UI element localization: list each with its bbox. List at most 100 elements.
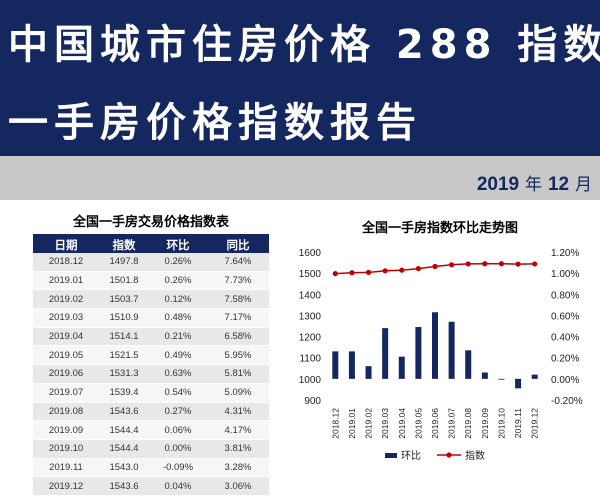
report-title-line1: 中国城市住房价格 288 指数 (8, 22, 600, 68)
cell-index: 1544.4 (99, 420, 149, 440)
bar-mom (432, 312, 438, 379)
cell-yoy: 3.06% (207, 476, 269, 496)
right-axis-tick-label: 0.40% (551, 333, 579, 344)
date-bar (0, 156, 600, 200)
cell-date: 2019.03 (33, 308, 99, 328)
cell-index: 1543.6 (99, 402, 149, 422)
cell-mom: 0.04% (149, 476, 207, 496)
x-axis-tick-label: 2019.06 (430, 408, 440, 439)
table-row: 2019.07 1539.4 0.54% 5.09% (33, 383, 269, 403)
cell-date: 2019.10 (33, 439, 99, 459)
cell-index: 1543.0 (99, 458, 149, 478)
cell-mom: -0.09% (149, 458, 207, 478)
cell-mom: 0.21% (149, 327, 207, 347)
index-point (432, 263, 438, 270)
cell-yoy: 5.09% (207, 383, 269, 403)
index-point (365, 269, 372, 275)
left-axis-tick-label: 1200 (299, 333, 322, 344)
table-row: 2018.12 1497.8 0.26% 7.64% (33, 253, 269, 272)
left-axis-tick-label: 1600 (299, 248, 322, 259)
bar-mom (498, 378, 505, 380)
table-row: 2019.02 1503.7 0.12% 7.58% (33, 289, 269, 310)
x-axis-tick-label: 2019.01 (347, 408, 357, 439)
legend-swatch-index-marker (446, 452, 452, 458)
cell-mom: 0.27% (149, 402, 207, 422)
col-header-date: 日期 (33, 236, 99, 253)
x-axis-tick-label: 2019.10 (496, 408, 506, 439)
bar-mom (398, 356, 405, 379)
bar-mom (332, 351, 339, 379)
col-header-index: 指数 (99, 236, 149, 253)
cell-date: 2019.01 (33, 271, 99, 291)
index-point (482, 261, 488, 267)
cell-mom: 0.26% (149, 253, 207, 272)
header-banner: 中国城市住房价格 288 指数 一手房价格指数报告 (0, 0, 600, 156)
table-row: 2019.11 1543.0 -0.09% 3.28% (33, 458, 269, 478)
index-point (515, 261, 521, 267)
report-date: 2019 年 12 月 (477, 170, 592, 196)
cell-index: 1510.9 (99, 308, 149, 328)
cell-yoy: 7.58% (207, 289, 269, 310)
cell-index: 1501.8 (99, 271, 149, 291)
col-header-yoy: 同比 (207, 236, 269, 253)
price-index-table: 日期 指数 环比 同比 2018.12 1497.8 0.26% 7.64% 2019.… (33, 236, 269, 496)
bar-mom (415, 327, 422, 379)
cell-mom: 0.63% (149, 364, 207, 384)
table-row: 2019.10 1544.4 0.00% 3.81% (33, 439, 269, 459)
cell-yoy: 3.81% (207, 439, 269, 459)
index-point (332, 271, 338, 277)
table-row: 2019.03 1510.9 0.48% 7.17% (33, 308, 269, 328)
index-point (349, 270, 355, 276)
x-axis-tick-label: 2019.12 (530, 408, 540, 439)
index-point (415, 265, 421, 272)
x-axis-tick-label: 2019.02 (364, 408, 374, 439)
right-axis-tick-label: 1.20% (551, 248, 579, 259)
left-axis-tick-label: 1300 (299, 311, 322, 322)
cell-date: 2019.06 (33, 364, 99, 384)
bar-mom (531, 374, 538, 379)
bar-mom (448, 321, 455, 379)
right-axis-tick-label: 0.80% (551, 290, 579, 301)
table-row: 2019.06 1531.3 0.63% 5.81% (33, 364, 269, 384)
year-unit: 年 (525, 175, 543, 195)
table-row: 2019.05 1521.5 0.49% 5.95% (33, 345, 269, 366)
cell-date: 2019.02 (33, 289, 99, 310)
index-point (382, 268, 388, 274)
left-axis-tick-label: 1400 (299, 290, 322, 301)
right-axis-tick-label: -0.20% (551, 396, 583, 407)
cell-mom: 0.49% (149, 345, 207, 366)
cell-yoy: 4.17% (207, 420, 269, 440)
bar-mom (481, 372, 488, 379)
cell-yoy: 4.31% (207, 402, 269, 422)
index-point (465, 261, 471, 267)
legend-swatch-mom (385, 453, 397, 458)
table-title: 全国一手房交易价格指数表 (33, 212, 269, 236)
chart-title: 全国一手房指数环比走势图 (361, 221, 518, 236)
cell-yoy: 7.64% (207, 253, 269, 272)
mom-trend-chart: 1600 1500 1400 1300 1200 1100 1000 900 1.20% 1.00… (299, 248, 583, 462)
table-row: 2019.04 1514.1 0.21% 6.58% (33, 327, 269, 347)
cell-yoy: 7.17% (207, 308, 269, 328)
col-header-mom: 环比 (149, 236, 207, 253)
left-axis-tick-label: 1100 (299, 354, 321, 365)
cell-date: 2019.08 (33, 402, 99, 422)
index-point (498, 261, 505, 267)
report-title-line2: 一手房价格指数报告 (8, 100, 422, 146)
bar-mom (348, 351, 355, 379)
table-row: 2019.01 1501.8 0.26% 7.73% (33, 271, 269, 291)
cell-date: 2019.04 (33, 327, 99, 347)
cell-yoy: 5.81% (207, 364, 269, 384)
cell-index: 1497.8 (99, 253, 149, 272)
x-axis-tick-label: 2018.12 (330, 408, 340, 439)
bar-mom (365, 366, 372, 379)
legend-label-mom: 环比 (401, 450, 421, 462)
x-axis-tick-label: 2019.07 (447, 408, 457, 439)
cell-date: 2019.12 (33, 476, 99, 496)
cell-date: 2019.05 (33, 345, 99, 366)
cell-mom: 0.48% (149, 308, 207, 328)
cell-index: 1503.7 (99, 289, 149, 310)
table-row: 2019.08 1543.6 0.27% 4.31% (33, 402, 269, 422)
cell-mom: 0.12% (149, 289, 207, 310)
cell-yoy: 6.58% (207, 327, 269, 347)
index-point (399, 267, 405, 273)
